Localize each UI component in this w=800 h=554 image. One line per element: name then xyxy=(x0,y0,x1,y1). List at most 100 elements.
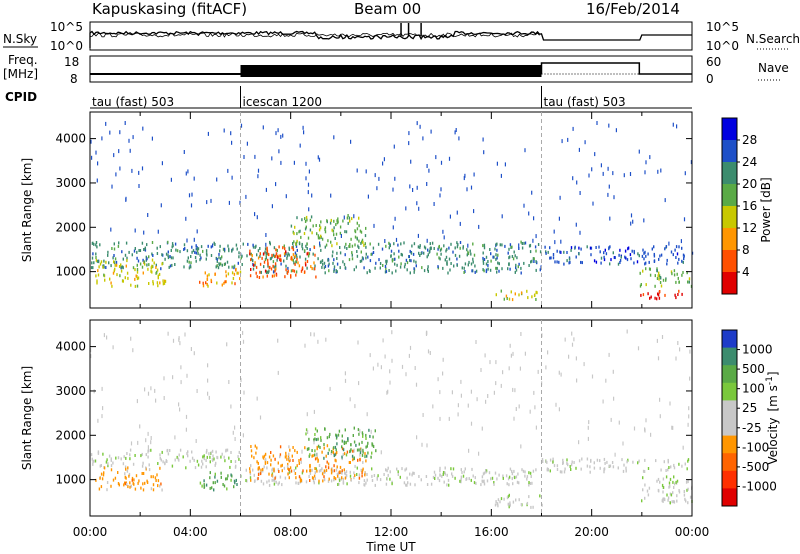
range-gate-cell xyxy=(575,255,577,259)
range-gate-cell xyxy=(146,479,148,483)
range-gate-cell xyxy=(452,250,454,254)
range-gate-cell xyxy=(174,458,176,462)
range-gate-cell xyxy=(622,469,625,473)
range-gate-cell xyxy=(117,456,120,460)
sparse-echo xyxy=(262,125,264,130)
range-gate-cell xyxy=(672,480,674,484)
range-gate-cell xyxy=(644,250,646,254)
range-gate-cell xyxy=(159,281,161,285)
range-gate-cell xyxy=(270,458,272,462)
range-gate-cell xyxy=(501,267,503,271)
colorbar-swatch xyxy=(722,206,737,229)
colorbar-swatch xyxy=(722,435,737,454)
sparse-echo xyxy=(485,399,487,404)
range-gate-cell xyxy=(298,230,300,234)
range-gate-cell xyxy=(206,277,209,281)
range-gate-cell xyxy=(330,479,333,483)
range-gate-cell xyxy=(395,269,397,273)
range-gate-cell xyxy=(316,429,318,433)
range-gate-cell xyxy=(268,455,271,459)
range-gate-cell xyxy=(528,244,531,248)
range-gate-cell xyxy=(496,242,498,246)
range-gate-cell xyxy=(334,445,337,449)
colorbar-tick-label: 1000 xyxy=(742,343,773,357)
range-gate-cell xyxy=(124,253,127,257)
range-gate-cell xyxy=(275,264,277,268)
range-gate-cell xyxy=(448,257,451,261)
range-gate-cell xyxy=(355,265,357,269)
range-gate-cell xyxy=(439,466,441,470)
range-gate-cell xyxy=(356,227,359,231)
range-gate-cell xyxy=(142,258,144,262)
sparse-echo xyxy=(510,353,512,358)
range-gate-cell xyxy=(364,455,366,459)
range-gate-cell xyxy=(541,458,544,461)
sparse-echo xyxy=(512,351,514,356)
sparse-echo xyxy=(405,206,407,211)
range-gate-cell xyxy=(508,505,510,509)
range-gate-cell xyxy=(200,245,203,249)
range-gate-cell xyxy=(97,260,100,264)
range-gate-cell xyxy=(379,478,382,482)
range-gate-cell xyxy=(383,473,385,476)
range-gate-cell xyxy=(223,247,226,251)
range-gate-cell xyxy=(356,250,358,253)
range-gate-cell xyxy=(451,474,454,478)
range-gate-cell xyxy=(662,278,665,282)
range-gate-cell xyxy=(226,477,228,481)
range-gate-cell xyxy=(223,455,225,459)
sparse-echo xyxy=(330,193,332,198)
range-gate-cell xyxy=(227,474,229,478)
range-gate-cell xyxy=(354,229,356,233)
range-gate-cell xyxy=(264,258,267,262)
sparse-echo xyxy=(242,330,244,335)
range-gate-cell xyxy=(316,232,318,236)
range-gate-cell xyxy=(618,253,620,257)
range-gate-cell xyxy=(152,254,154,257)
range-gate-cell xyxy=(665,469,667,472)
range-gate-cell xyxy=(133,478,135,482)
range-gate-cell xyxy=(266,246,268,250)
range-gate-cell xyxy=(273,478,276,482)
colorbar-swatch xyxy=(722,250,737,273)
sparse-echo xyxy=(602,171,604,176)
range-gate-cell xyxy=(268,483,271,487)
sparse-echo xyxy=(480,368,482,372)
range-gate-cell xyxy=(324,245,326,249)
range-gate-cell xyxy=(360,250,362,254)
range-gate-cell xyxy=(580,467,582,471)
range-gate-cell xyxy=(287,466,289,470)
range-gate-cell xyxy=(509,503,511,507)
range-gate-cell xyxy=(341,455,343,459)
range-gate-cell xyxy=(595,260,598,264)
range-gate-cell xyxy=(327,479,330,483)
range-gate-cell xyxy=(685,480,688,484)
range-gate-cell xyxy=(673,500,675,504)
range-gate-cell xyxy=(203,457,206,461)
sparse-echo xyxy=(443,235,445,240)
range-gate-cell xyxy=(321,259,324,263)
range-gate-cell xyxy=(671,272,673,276)
range-gate-cell xyxy=(152,488,155,492)
range-gate-cell xyxy=(371,443,373,447)
sparse-echo xyxy=(193,237,195,242)
range-gate-cell xyxy=(681,273,683,277)
range-gate-cell xyxy=(141,472,143,475)
range-gate-cell xyxy=(103,471,105,475)
range-gate-cell xyxy=(483,246,486,250)
sparse-echo xyxy=(545,365,547,370)
range-gate-cell xyxy=(285,268,287,272)
range-gate-cell xyxy=(361,431,364,435)
range-gate-cell xyxy=(658,274,661,278)
range-gate-cell xyxy=(285,451,287,455)
range-gate-cell xyxy=(266,249,269,253)
range-gate-cell xyxy=(446,247,448,251)
range-gate-cell xyxy=(507,502,509,506)
range-gate-cell xyxy=(535,468,537,472)
range-gate-cell xyxy=(191,245,193,249)
range-gate-cell xyxy=(190,265,192,269)
range-gate-cell xyxy=(365,481,367,485)
range-gate-cell xyxy=(563,262,565,266)
range-gate-cell xyxy=(309,228,312,232)
range-gate-cell xyxy=(333,233,335,237)
